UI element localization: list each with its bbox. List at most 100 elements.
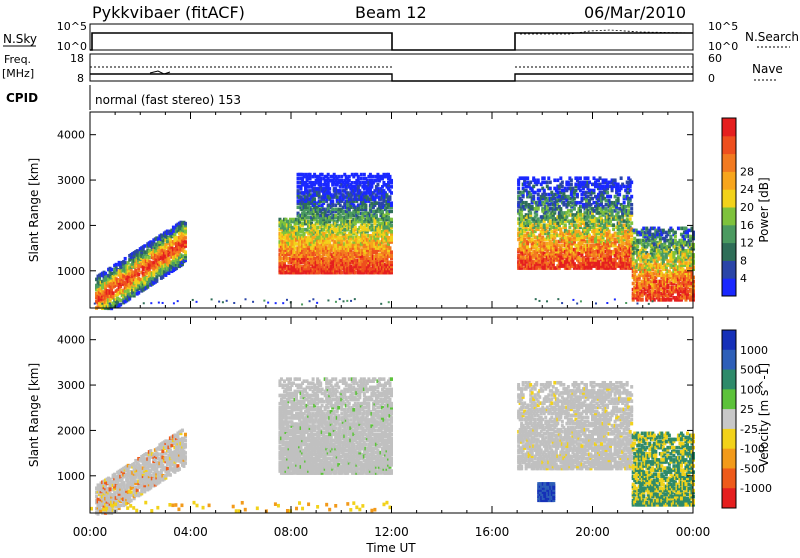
power-cell [561, 181, 564, 185]
power-cell [307, 185, 310, 189]
power-cell [605, 199, 608, 203]
power-cell [354, 271, 357, 275]
power-cell [309, 189, 312, 193]
power-cell [307, 216, 310, 220]
power-cell [303, 232, 306, 236]
power-cell [605, 207, 608, 211]
power-cell [618, 252, 621, 256]
power-cell [576, 176, 579, 180]
power-cell [630, 221, 633, 225]
power-cell [574, 183, 577, 187]
power-cell [340, 175, 343, 179]
power-cell [556, 178, 559, 182]
power-cell [580, 197, 583, 201]
power-cell [559, 227, 562, 231]
power-cell [309, 173, 312, 177]
power-cell [354, 205, 357, 209]
power-cell [618, 193, 621, 197]
power-cell [375, 214, 378, 218]
power-cell [184, 250, 187, 254]
power-cell [390, 230, 393, 234]
power-cell [390, 191, 393, 195]
power-cell [334, 203, 337, 207]
power-cell [647, 278, 650, 282]
power-cell [547, 176, 550, 180]
power-cell [565, 215, 568, 219]
power-cell [591, 197, 594, 201]
power-cell [608, 230, 611, 234]
power-cell [307, 236, 310, 240]
power-cell [297, 181, 300, 185]
power-cell [647, 243, 650, 247]
power-cell [339, 189, 342, 193]
power-cell [537, 217, 540, 221]
power-cell [623, 219, 626, 223]
power-cell [576, 201, 579, 205]
power-cell [390, 201, 393, 205]
power-cell [134, 268, 137, 272]
power-cell [543, 176, 546, 180]
power-cell [589, 203, 592, 207]
power-cell [585, 191, 588, 195]
power-cell [571, 187, 574, 191]
power-cell [630, 203, 633, 207]
nsky-trace [90, 33, 693, 50]
power-cell [544, 193, 547, 197]
power-cell [110, 268, 113, 272]
power-cell [360, 173, 363, 177]
power-cell [112, 291, 115, 295]
power-cell [549, 187, 552, 191]
power-cell [529, 193, 532, 197]
power-cell [642, 227, 645, 231]
power-cell [137, 273, 140, 277]
power-cell [593, 189, 596, 193]
power-cell [570, 183, 573, 187]
radar-title: Pykkvibaer (fitACF) [92, 3, 245, 22]
power-cell [632, 282, 635, 286]
power-cell [351, 181, 354, 185]
power-cell [535, 213, 538, 217]
power-cell [321, 173, 324, 177]
power-cell [297, 189, 300, 193]
power-cell [623, 201, 626, 205]
power-cell [139, 278, 142, 282]
power-cell [602, 205, 605, 209]
freq-trace [90, 74, 693, 81]
power-cell [319, 177, 322, 181]
power-cell [573, 197, 576, 201]
power-cell [632, 257, 635, 261]
power-cell [614, 238, 617, 242]
power-cell [390, 185, 393, 189]
power-cell [650, 263, 653, 267]
power-cell [549, 181, 552, 185]
power-cell [357, 175, 360, 179]
power-cell [567, 201, 570, 205]
power-cell [612, 227, 615, 231]
power-cell [388, 195, 391, 199]
power-cell [611, 209, 614, 213]
power-cell [630, 181, 633, 185]
power-cell [630, 238, 633, 242]
power-cell [115, 263, 118, 267]
cpid-label: CPID [6, 91, 38, 105]
power-cell [328, 187, 331, 191]
power-cell [529, 181, 532, 185]
power-cell [546, 181, 549, 185]
power-cell [297, 177, 300, 181]
power-cell [143, 250, 146, 254]
power-cell [588, 234, 591, 238]
power-cell [523, 238, 526, 242]
power-cell [529, 211, 532, 215]
power-cell [630, 211, 633, 215]
power-cell [340, 271, 343, 275]
nsearch-label: N.Search [745, 30, 799, 44]
power-cell [614, 195, 617, 199]
power-cell [609, 219, 612, 223]
power-cell [576, 193, 579, 197]
power-cell [574, 189, 577, 193]
power-cell [606, 191, 609, 195]
power-cell [579, 189, 582, 193]
power-cell [629, 217, 632, 221]
power-cell [562, 201, 565, 205]
power-cell [570, 209, 573, 213]
